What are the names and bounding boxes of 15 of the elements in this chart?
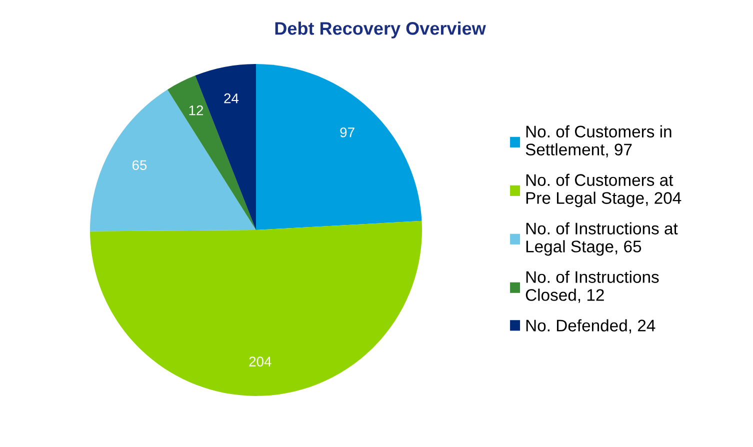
- pie-slice: [167, 76, 256, 230]
- chart-title: Debt Recovery Overview: [275, 22, 486, 38]
- data-label: 97: [340, 127, 354, 138]
- data-label: 12: [189, 105, 204, 116]
- pie-slice: [90, 90, 256, 232]
- data-label: 65: [132, 160, 147, 170]
- pie-slice: [90, 220, 422, 396]
- legend-label: No. of Instructions at Legal Stage, 65: [526, 222, 678, 256]
- pie-slice: [256, 64, 422, 230]
- data-label: 204: [249, 356, 272, 366]
- legend-label: No. of Customers in Settlement, 97: [526, 125, 672, 158]
- legend-label: No. of Instructions Closed, 12: [526, 270, 659, 303]
- legend-label: No. Defended, 24: [526, 319, 656, 334]
- data-label: 24: [224, 93, 239, 104]
- legend-label: No. of Customers at Pre Legal Stage, 204: [526, 174, 682, 208]
